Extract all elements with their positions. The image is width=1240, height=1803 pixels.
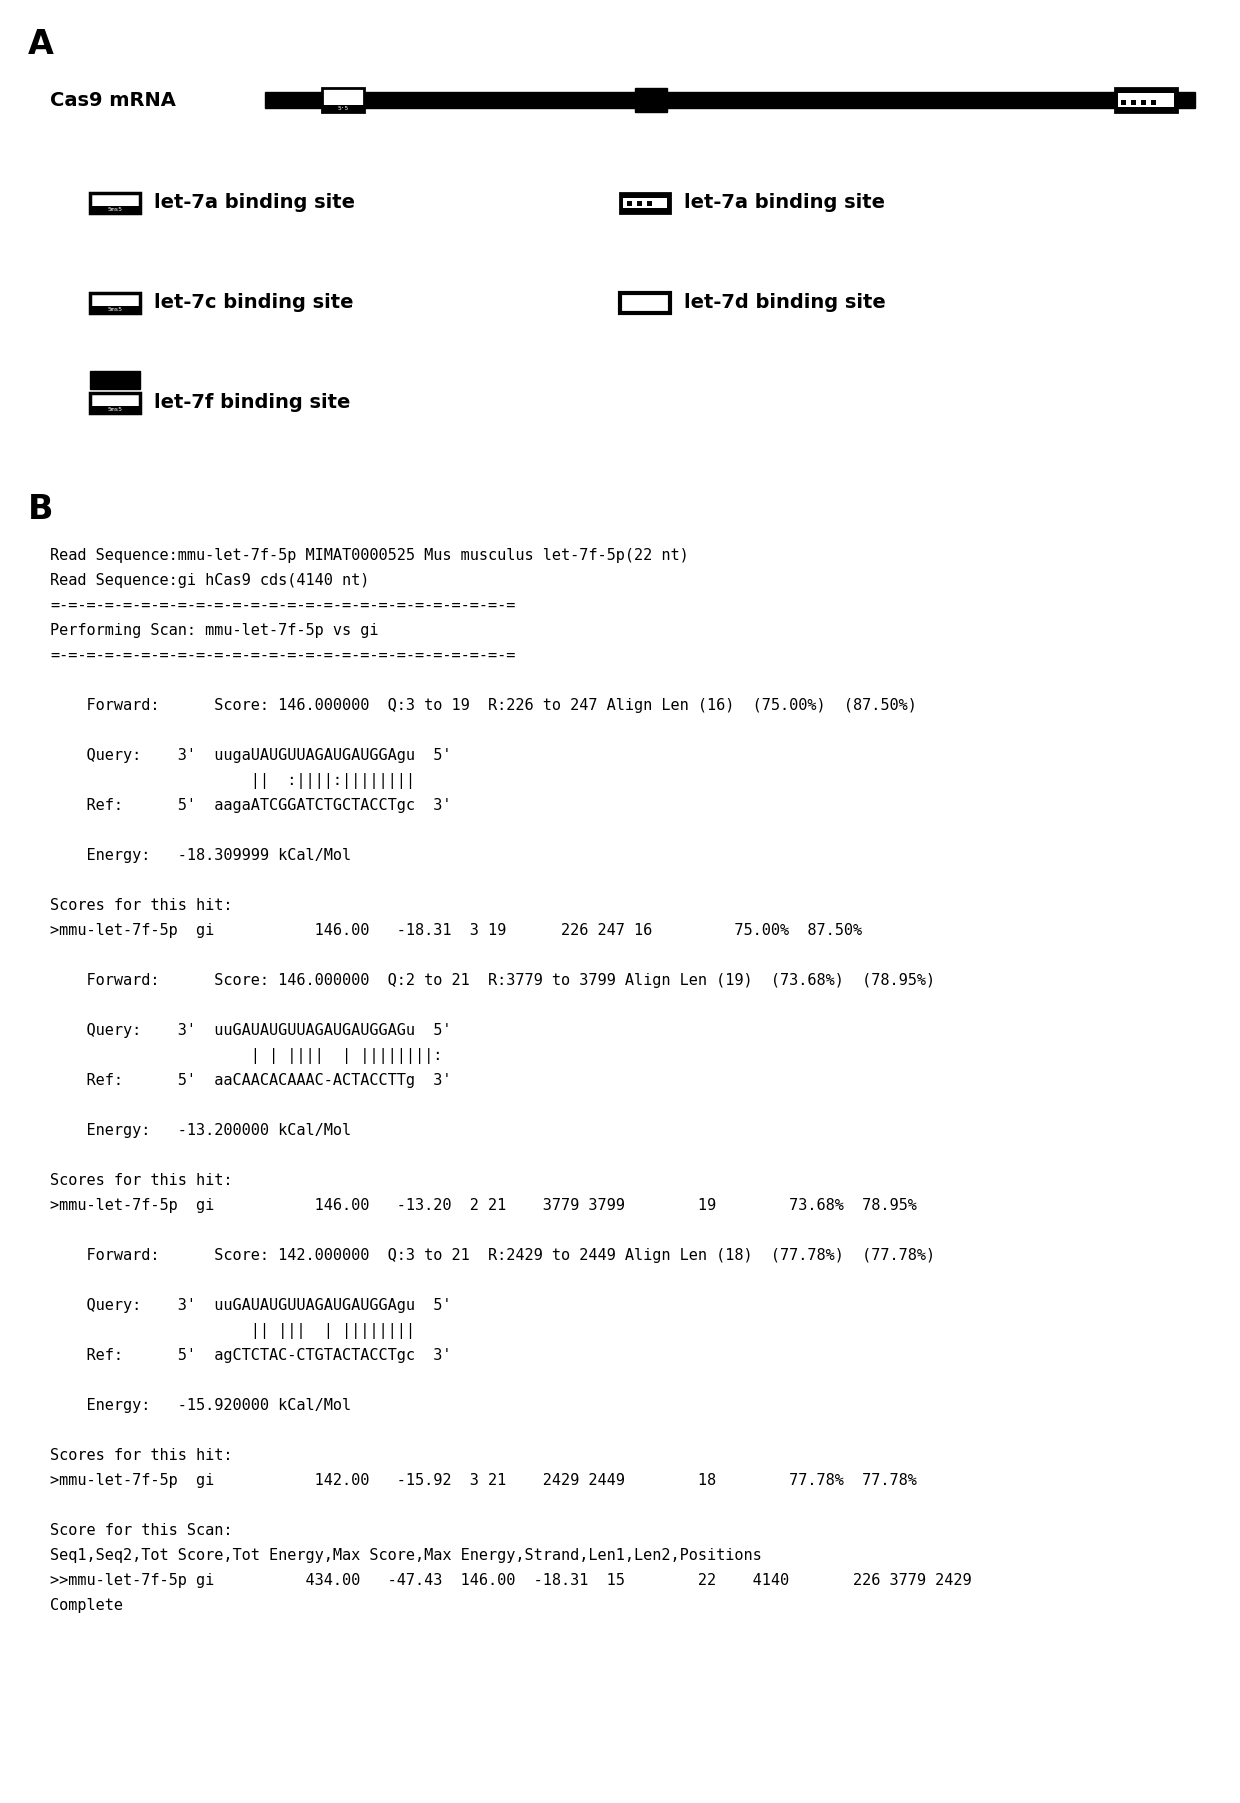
Text: Scores for this hit:: Scores for this hit: xyxy=(50,898,233,912)
Text: >mmu-let-7f-5p  gi           146.00   -18.31  3 19      226 247 16         75.00: >mmu-let-7f-5p gi 146.00 -18.31 3 19 226… xyxy=(50,923,862,938)
Text: let-7a binding site: let-7a binding site xyxy=(154,193,355,213)
Text: | | ||||  | ||||||||:: | | |||| | ||||||||: xyxy=(50,1048,443,1064)
Text: Forward:      Score: 142.000000  Q:3 to 21  R:2429 to 2449 Align Len (18)  (77.7: Forward: Score: 142.000000 Q:3 to 21 R:2… xyxy=(50,1248,935,1262)
Text: Ref:      5'  agCTCTAC-CTGTACTACCTgc  3': Ref: 5' agCTCTAC-CTGTACTACCTgc 3' xyxy=(50,1349,451,1363)
Text: 5⋅5: 5⋅5 xyxy=(337,106,348,112)
Text: 5ms5: 5ms5 xyxy=(108,207,123,213)
Bar xyxy=(620,193,670,213)
Bar xyxy=(627,200,632,206)
Bar xyxy=(91,371,140,389)
Text: Energy:   -15.920000 kCal/Mol: Energy: -15.920000 kCal/Mol xyxy=(50,1397,351,1414)
Text: Ref:      5'  aaCAACACAAAC-ACTACCTTg  3': Ref: 5' aaCAACACAAAC-ACTACCTTg 3' xyxy=(50,1073,451,1087)
Bar xyxy=(1121,99,1126,105)
Text: Energy:   -18.309999 kCal/Mol: Energy: -18.309999 kCal/Mol xyxy=(50,847,351,864)
Text: Complete: Complete xyxy=(50,1597,123,1614)
Bar xyxy=(1151,99,1156,105)
Bar xyxy=(647,200,652,206)
Text: >>mmu-let-7f-5p gi          434.00   -47.43  146.00  -18.31  15        22    414: >>mmu-let-7f-5p gi 434.00 -47.43 146.00 … xyxy=(50,1572,972,1588)
Text: Scores for this hit:: Scores for this hit: xyxy=(50,1174,233,1188)
Bar xyxy=(637,200,642,206)
Text: Read Sequence:mmu-let-7f-5p MIMAT0000525 Mus musculus let-7f-5p(22 nt): Read Sequence:mmu-let-7f-5p MIMAT0000525… xyxy=(50,548,688,563)
Text: Forward:      Score: 146.000000  Q:3 to 19  R:226 to 247 Align Len (16)  (75.00%: Forward: Score: 146.000000 Q:3 to 19 R:2… xyxy=(50,698,916,712)
Text: let-7c binding site: let-7c binding site xyxy=(154,294,353,312)
Bar xyxy=(635,88,667,112)
Text: >mmu-let-7f-5p  gi           142.00   -15.92  3 21    2429 2449        18       : >mmu-let-7f-5p gi 142.00 -15.92 3 21 242… xyxy=(50,1473,916,1487)
Text: Query:    3'  uuGAUAUGUUAGAUGAUGGAgu  5': Query: 3' uuGAUAUGUUAGAUGAUGGAgu 5' xyxy=(50,1298,451,1313)
Text: >mmu-let-7f-5p  gi           146.00   -13.20  2 21    3779 3799        19       : >mmu-let-7f-5p gi 146.00 -13.20 2 21 377… xyxy=(50,1197,916,1213)
Text: Scores for this hit:: Scores for this hit: xyxy=(50,1448,233,1462)
Bar xyxy=(91,193,140,213)
Text: Cas9 mRNA: Cas9 mRNA xyxy=(50,90,176,110)
Text: Energy:   -13.200000 kCal/Mol: Energy: -13.200000 kCal/Mol xyxy=(50,1123,351,1138)
Bar xyxy=(1118,94,1174,106)
Text: Seq1,Seq2,Tot Score,Tot Energy,Max Score,Max Energy,Strand,Len1,Len2,Positions: Seq1,Seq2,Tot Score,Tot Energy,Max Score… xyxy=(50,1549,761,1563)
Text: Forward:      Score: 146.000000  Q:2 to 21  R:3779 to 3799 Align Len (19)  (73.6: Forward: Score: 146.000000 Q:2 to 21 R:3… xyxy=(50,974,935,988)
Text: Query:    3'  uugaUAUGUUAGAUGAUGGAgu  5': Query: 3' uugaUAUGUUAGAUGAUGGAgu 5' xyxy=(50,748,451,763)
Text: =-=-=-=-=-=-=-=-=-=-=-=-=-=-=-=-=-=-=-=-=-=-=-=-=-=: =-=-=-=-=-=-=-=-=-=-=-=-=-=-=-=-=-=-=-=-… xyxy=(50,599,516,613)
Bar xyxy=(1131,99,1136,105)
Bar xyxy=(1115,88,1177,112)
Text: Query:    3'  uuGAUAUGUUAGAUGAUGGAGu  5': Query: 3' uuGAUAUGUUAGAUGAUGGAGu 5' xyxy=(50,1022,451,1039)
Text: A: A xyxy=(29,29,53,61)
Text: 5ms5: 5ms5 xyxy=(108,307,123,312)
Text: Score for this Scan:: Score for this Scan: xyxy=(50,1524,233,1538)
Bar xyxy=(322,105,365,112)
Bar xyxy=(1141,99,1146,105)
Bar xyxy=(91,294,140,314)
Bar xyxy=(265,92,1195,108)
Bar xyxy=(91,406,140,413)
Text: Performing Scan: mmu-let-7f-5p vs gi: Performing Scan: mmu-let-7f-5p vs gi xyxy=(50,624,378,638)
Bar xyxy=(91,206,140,213)
Text: B: B xyxy=(29,492,53,526)
Text: let-7d binding site: let-7d binding site xyxy=(684,294,885,312)
Bar xyxy=(322,88,365,112)
Bar xyxy=(91,393,140,413)
Bar xyxy=(1115,106,1177,112)
Text: Read Sequence:gi hCas9 cds(4140 nt): Read Sequence:gi hCas9 cds(4140 nt) xyxy=(50,573,370,588)
Bar xyxy=(91,307,140,314)
Text: Ref:      5'  aagaATCGGATCTGCTACCTgc  3': Ref: 5' aagaATCGGATCTGCTACCTgc 3' xyxy=(50,799,451,813)
Bar xyxy=(620,294,670,314)
Text: 5ms5: 5ms5 xyxy=(108,407,123,413)
Bar xyxy=(622,198,667,207)
Text: || |||  | ||||||||: || ||| | |||||||| xyxy=(50,1323,415,1340)
Text: let-7f binding site: let-7f binding site xyxy=(154,393,351,413)
Text: =-=-=-=-=-=-=-=-=-=-=-=-=-=-=-=-=-=-=-=-=-=-=-=-=-=: =-=-=-=-=-=-=-=-=-=-=-=-=-=-=-=-=-=-=-=-… xyxy=(50,647,516,664)
Text: let-7a binding site: let-7a binding site xyxy=(684,193,885,213)
Text: ||  :||||:||||||||: || :||||:|||||||| xyxy=(50,773,415,790)
